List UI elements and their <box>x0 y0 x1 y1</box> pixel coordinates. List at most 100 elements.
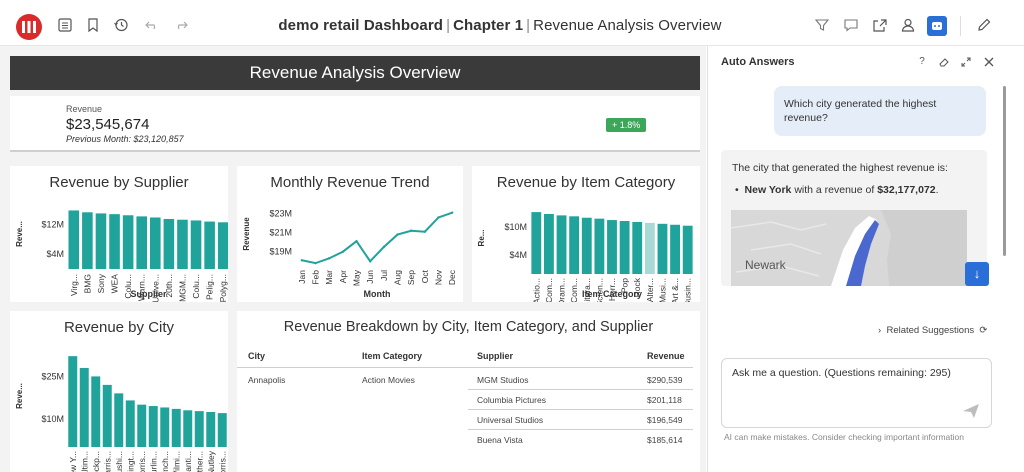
dashboard-canvas: Revenue Analysis Overview Revenue $23,54… <box>0 46 706 472</box>
column-header-item-category[interactable]: Item Category <box>362 351 423 361</box>
cell-supplier: Columbia Pictures <box>477 395 546 405</box>
cell-revenue: $201,118 <box>647 395 682 405</box>
x-tick-label: Scien... <box>594 278 604 302</box>
x-tick-label: Morris... <box>137 451 147 472</box>
x-tick-label: Wilmi... <box>171 451 181 472</box>
answer-value: $32,177,072 <box>877 184 936 196</box>
bar <box>217 413 227 447</box>
x-tick-label: WEA <box>110 274 120 294</box>
bar <box>137 404 147 447</box>
chart-card-revenue-by-supplier[interactable]: Revenue by Supplier Reve... $4M $12M Virg..… <box>10 166 228 302</box>
bar <box>670 224 680 274</box>
line-point <box>327 257 331 260</box>
line-point <box>355 240 358 243</box>
eraser-icon[interactable] <box>938 56 950 68</box>
x-tick-label: Pop <box>620 278 630 293</box>
column-header-city[interactable]: City <box>248 351 266 361</box>
table-card[interactable]: Revenue Breakdown by City, Item Category… <box>237 311 700 472</box>
column-header-supplier[interactable]: Supplier <box>477 351 514 361</box>
undo-icon[interactable] <box>143 16 161 34</box>
map-image[interactable]: Newark <box>731 210 967 286</box>
app-title: demo retail Dashboard <box>278 17 444 34</box>
line-point <box>382 245 386 249</box>
bar <box>148 406 158 447</box>
y-tick-label: $23M <box>269 209 292 219</box>
bar <box>82 212 93 269</box>
y-tick-label: $10M <box>504 222 527 232</box>
cell-city: Annapolis <box>248 375 286 385</box>
column-header-revenue[interactable]: Revenue <box>647 351 685 361</box>
bar <box>125 400 135 447</box>
user-icon[interactable] <box>899 16 917 34</box>
answer-bullet: • New York with a revenue of $32,177,072… <box>735 184 939 196</box>
comment-icon[interactable] <box>842 16 860 34</box>
x-tick-label: Dram... <box>557 278 567 302</box>
bar <box>217 222 228 269</box>
table-of-contents-icon[interactable] <box>56 16 74 34</box>
x-tick-label: Litera... <box>582 278 592 302</box>
sheet-title: Revenue Analysis Overview <box>533 17 722 34</box>
y-tick-label: $25M <box>41 371 64 381</box>
line-point <box>437 216 440 219</box>
page-title: demo retail Dashboard | Chapter 1 | Revenue … <box>240 17 760 34</box>
redo-icon[interactable] <box>172 16 190 34</box>
cell-item-category: Action Movies <box>362 375 415 385</box>
y-tick-label: $10M <box>41 414 64 424</box>
expand-icon[interactable] <box>960 56 972 68</box>
bookmark-icon[interactable] <box>84 16 102 34</box>
ai-assistant-icon[interactable] <box>927 16 947 36</box>
x-tick-label: Sony <box>96 273 106 293</box>
line-point <box>450 211 454 214</box>
chart-title: Revenue by City <box>63 319 175 336</box>
close-icon[interactable] <box>983 56 995 68</box>
bar <box>171 408 181 447</box>
x-tick-label: Flushi... <box>114 451 124 472</box>
x-tick-label: Com... <box>569 278 579 302</box>
edit-icon[interactable] <box>975 16 993 34</box>
bar <box>163 218 175 269</box>
related-suggestions-toggle[interactable]: › Related Suggestions ⟳ <box>878 325 987 336</box>
chart-card-revenue-by-city[interactable]: Revenue by City Reve... $10M $25M New Y... B… <box>10 311 228 472</box>
x-tick-label: Alter... <box>645 278 655 302</box>
x-tick-label: Busin... <box>683 278 693 302</box>
chart-card-monthly-revenue-trend[interactable]: Monthly Revenue Trend Revenue $19M $21M $23… <box>237 166 463 302</box>
user-question-bubble: Which city generated the highest revenue… <box>774 86 986 136</box>
help-icon[interactable]: ? <box>919 56 925 67</box>
line-point <box>396 233 399 236</box>
kpi-card[interactable]: Revenue $23,545,674 Previous Month: $23,… <box>10 96 700 152</box>
x-axis-label: Item Category <box>582 289 642 299</box>
scroll-down-button[interactable]: ↓ <box>965 262 989 286</box>
panel-scrollbar[interactable] <box>1003 86 1006 256</box>
share-icon[interactable] <box>871 16 889 34</box>
app-logo[interactable] <box>16 14 42 40</box>
x-tick-label: Rock <box>632 277 642 297</box>
cell-revenue: $185,614 <box>647 435 683 445</box>
row-divider <box>468 429 693 430</box>
send-icon[interactable] <box>962 403 980 419</box>
x-tick-label: 20th... <box>164 274 174 298</box>
cell-supplier: Buena Vista <box>477 435 523 445</box>
header-divider <box>237 367 693 368</box>
bar <box>632 221 643 274</box>
y-tick-label: $4M <box>509 250 527 260</box>
y-tick-label: $12M <box>41 220 64 230</box>
x-tick-label: Mar <box>324 270 334 285</box>
bar <box>102 384 112 447</box>
question-input[interactable]: Ask me a question. (Questions remaining:… <box>721 358 992 428</box>
bar <box>95 213 107 269</box>
bar <box>644 222 655 274</box>
row-divider <box>468 409 693 410</box>
history-icon[interactable] <box>112 16 130 34</box>
filter-icon[interactable] <box>813 16 831 34</box>
x-tick-label: Colu... <box>191 274 201 299</box>
x-tick-label: Jun <box>365 270 375 284</box>
y-tick-label: $19M <box>269 247 292 257</box>
refresh-icon[interactable]: ⟳ <box>979 325 988 336</box>
x-tick-label: Apr <box>338 270 348 283</box>
chart-card-revenue-by-item-category[interactable]: Revenue by Item Category Re... $4M $10M Act… <box>472 166 700 302</box>
x-tick-label: BMG <box>82 274 92 293</box>
bar <box>149 217 161 269</box>
line-point <box>368 260 372 263</box>
line-series <box>301 211 453 265</box>
